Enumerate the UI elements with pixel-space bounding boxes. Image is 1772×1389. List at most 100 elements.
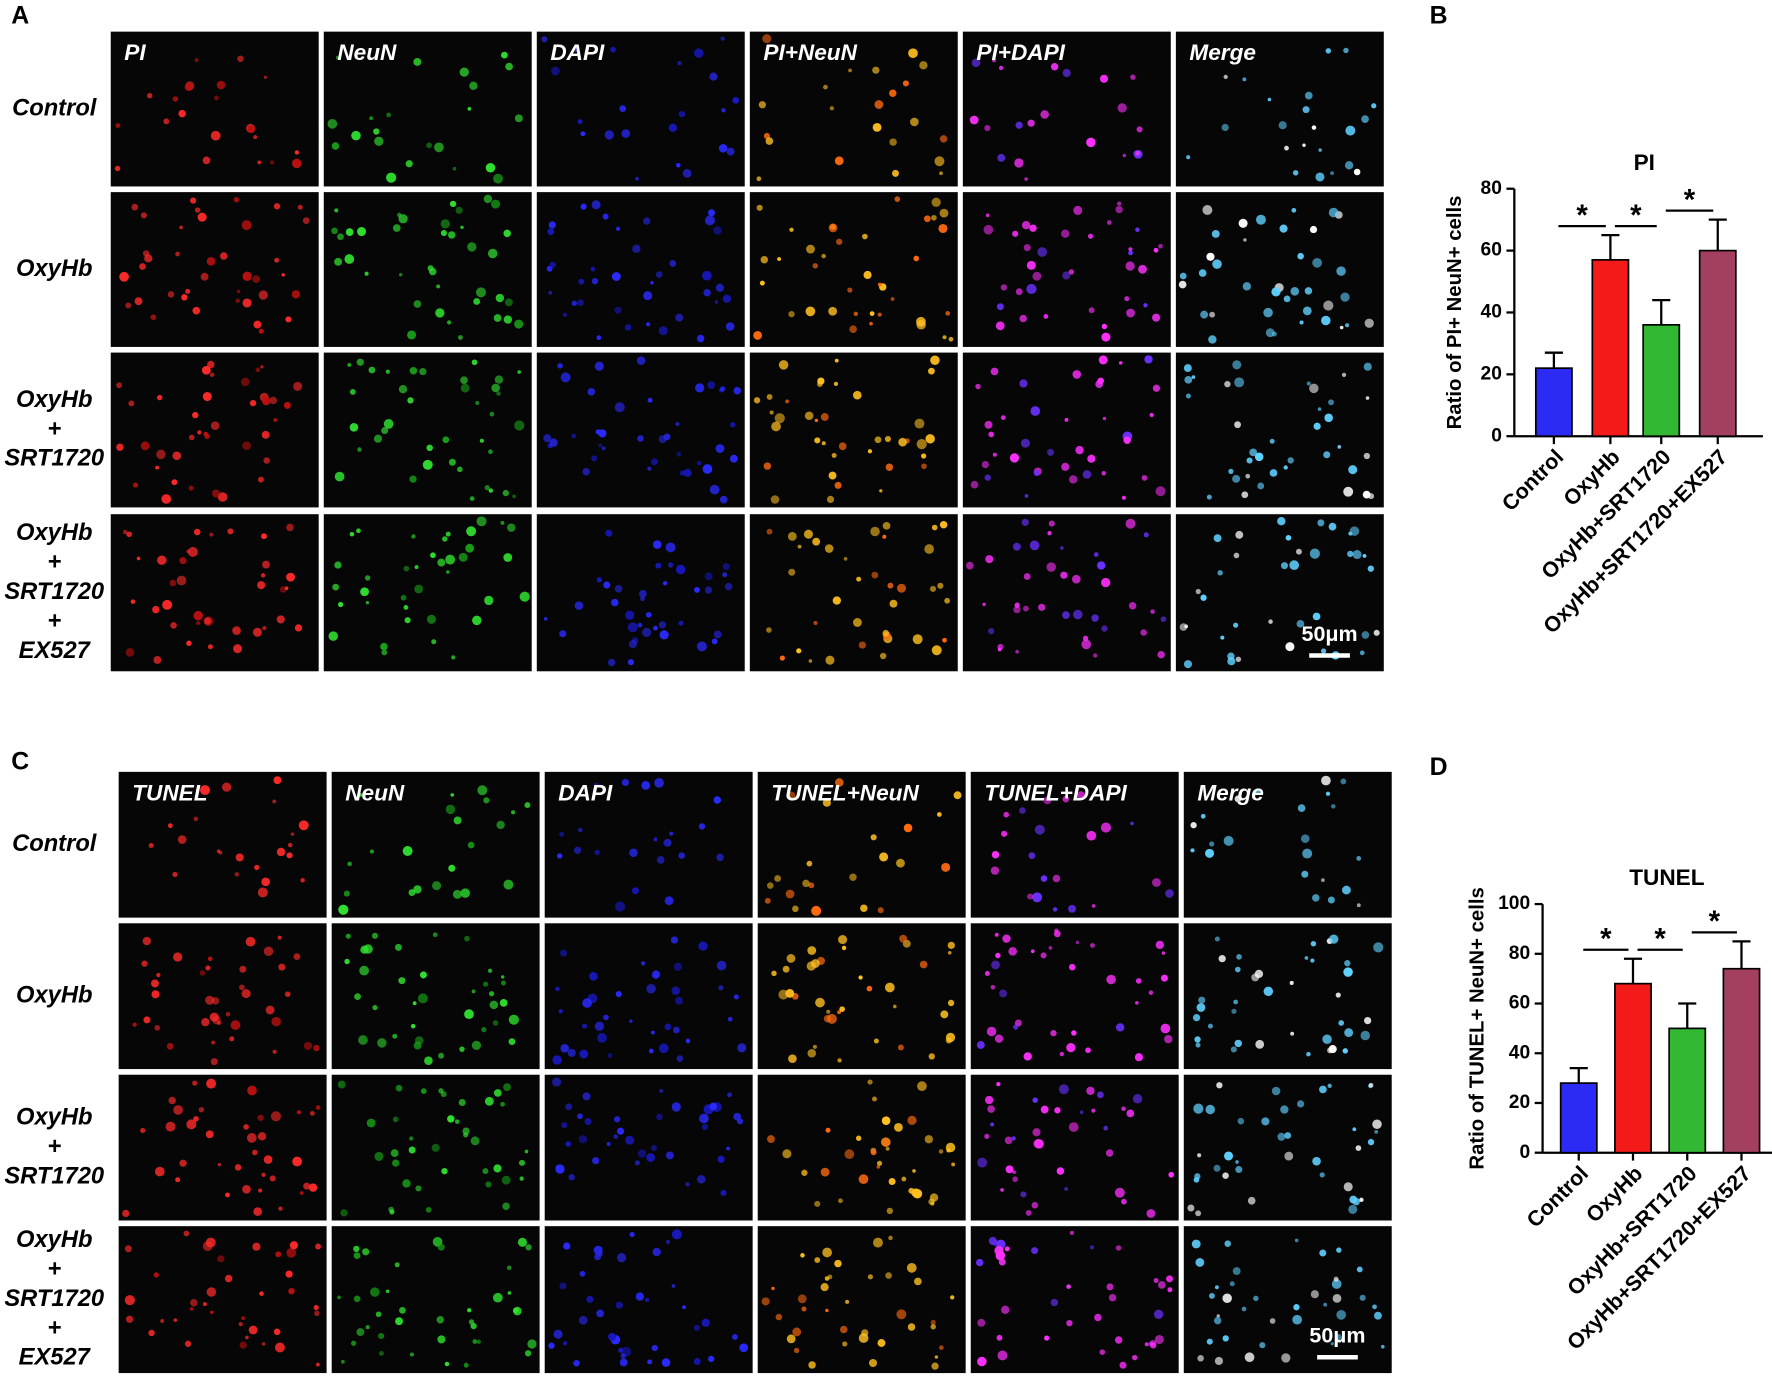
micrograph: [749, 192, 958, 347]
cell-dot: [823, 84, 828, 90]
cell-dot: [335, 55, 340, 60]
cell-dot: [356, 1328, 365, 1337]
cell-dot: [708, 1355, 715, 1363]
cell-dot: [253, 320, 262, 329]
cell-dot: [432, 932, 438, 938]
cell-dot: [1328, 399, 1334, 406]
cell-dot: [837, 1010, 842, 1015]
cell-dot: [220, 252, 228, 260]
cell-dot: [328, 631, 339, 641]
cell-dot: [709, 72, 718, 81]
cell-dot: [551, 66, 560, 76]
cell-dot: [1285, 642, 1295, 652]
cell-dot: [671, 1102, 681, 1112]
cell-dot: [986, 1026, 997, 1037]
cell-dot: [286, 572, 295, 582]
cell-dot: [271, 1016, 281, 1027]
cell-dot: [1284, 145, 1289, 151]
cell-dot: [1323, 1302, 1328, 1307]
cell-dot: [217, 492, 228, 502]
cell-dot: [503, 315, 513, 324]
cell-dot: [939, 171, 943, 176]
cell-dot: [925, 434, 935, 444]
cell-dot: [808, 1361, 816, 1369]
cell-dot: [770, 495, 780, 504]
cell-dot: [668, 562, 674, 568]
cell-dot: [621, 778, 630, 787]
cell-dot: [1224, 1240, 1232, 1247]
bar: [1591, 259, 1630, 438]
chart-title: TUNEL: [1629, 865, 1705, 890]
cell-dot: [467, 242, 477, 252]
cell-dot: [559, 630, 567, 638]
row-label: +: [47, 608, 61, 634]
cell-dot: [847, 287, 853, 293]
significance-label: *: [1576, 199, 1588, 232]
cell-dot: [1059, 1051, 1064, 1057]
cell-dot: [175, 1177, 181, 1183]
cell-dot: [711, 638, 718, 645]
cell-dot: [172, 96, 179, 102]
cell-dot: [385, 1289, 390, 1294]
cell-dot: [832, 596, 842, 605]
cell-dot: [1229, 1281, 1235, 1287]
cell-dot: [1243, 238, 1247, 242]
cell-dot: [826, 495, 835, 504]
row-label: OxyHb: [16, 256, 92, 282]
cell-dot: [1058, 1084, 1069, 1095]
cell-dot: [488, 991, 495, 997]
cell-dot: [693, 1324, 700, 1331]
cell-dot: [458, 335, 463, 340]
cell-dot: [440, 1091, 447, 1098]
cell-dot: [658, 621, 667, 629]
panel-label: D: [1430, 753, 1448, 781]
cell-dot: [422, 459, 433, 470]
cell-dot: [255, 367, 261, 373]
cell-dot: [856, 576, 862, 582]
cell-dot: [877, 312, 882, 317]
cell-dot: [1241, 1306, 1247, 1312]
cell-dot: [349, 531, 355, 537]
cell-dot: [430, 552, 436, 559]
cell-dot: [485, 1181, 492, 1188]
cell-dot: [147, 93, 153, 99]
cell-dot: [1101, 471, 1107, 476]
cell-dot: [331, 227, 338, 235]
cell-dot: [200, 272, 209, 281]
cell-dot: [1343, 47, 1349, 54]
cell-dot: [624, 324, 632, 331]
cell-dot: [1235, 1160, 1239, 1164]
cell-dot: [193, 528, 201, 536]
cell-dot: [1359, 1197, 1364, 1202]
cell-dot: [260, 573, 266, 578]
cell-dot: [976, 1041, 985, 1049]
cell-dot: [285, 316, 292, 323]
cell-dot: [272, 799, 277, 804]
cell-dot: [707, 381, 716, 390]
cell-dot: [635, 1292, 645, 1301]
cell-dot: [294, 624, 303, 632]
cell-dot: [924, 1135, 934, 1144]
cell-dot: [357, 447, 362, 452]
row-label: Control: [12, 831, 97, 857]
cell-dot: [810, 959, 820, 968]
y-tick-label: 20: [1509, 1092, 1530, 1113]
scale-bar-label: 50μm: [1302, 622, 1358, 646]
cell-dot: [366, 1118, 376, 1128]
y-tick-label: 20: [1481, 363, 1502, 384]
cell-dot: [1020, 1191, 1027, 1198]
cell-dot: [990, 984, 996, 990]
cell-dot: [824, 544, 834, 553]
cell-dot: [172, 871, 178, 878]
cell-dot: [608, 1332, 617, 1341]
cell-dot: [179, 557, 187, 565]
cell-dot: [210, 1310, 214, 1314]
cell-dot: [1032, 1097, 1038, 1103]
cell-dot: [170, 622, 177, 629]
cell-dot: [242, 1185, 251, 1194]
cell-dot: [1093, 552, 1099, 557]
cell-dot: [494, 375, 504, 384]
cell-dot: [524, 1350, 532, 1357]
cell-dot: [1148, 990, 1154, 995]
cell-dot: [1072, 574, 1081, 584]
